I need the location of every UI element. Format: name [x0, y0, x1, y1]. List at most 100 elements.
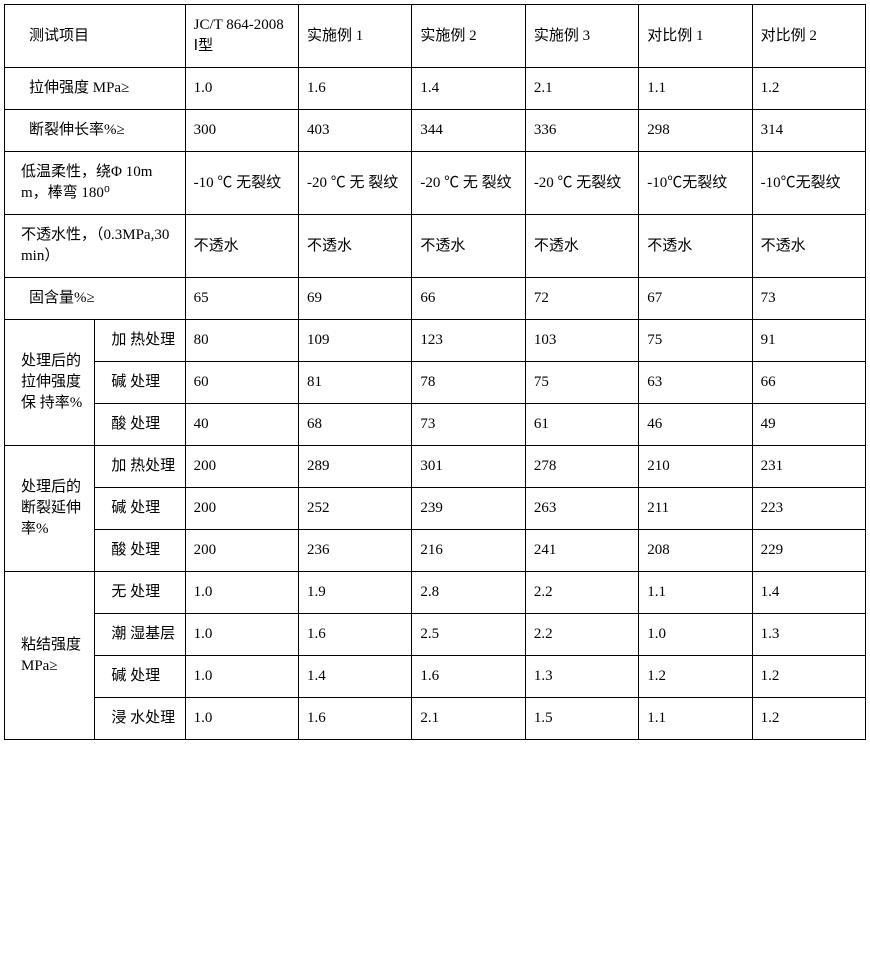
table-row: 处理后的拉伸强度 保 持率% 加 热处理 80 109 123 103 75 9…	[5, 320, 866, 362]
cell: 200	[185, 488, 298, 530]
cell: 236	[299, 530, 412, 572]
cell: 65	[185, 278, 298, 320]
cell: 不透水	[639, 215, 752, 278]
cell: 61	[525, 404, 638, 446]
cell: 211	[639, 488, 752, 530]
table-row: 潮 湿基层 1.0 1.6 2.5 2.2 1.0 1.3	[5, 614, 866, 656]
cell: 252	[299, 488, 412, 530]
cell: 208	[639, 530, 752, 572]
cell: 72	[525, 278, 638, 320]
cell: 1.0	[639, 614, 752, 656]
cell: 2.5	[412, 614, 525, 656]
cell: 103	[525, 320, 638, 362]
cell: 不透水	[185, 215, 298, 278]
sub-label: 潮 湿基层	[95, 614, 185, 656]
sub-label: 浸 水处理	[95, 698, 185, 740]
sub-label: 碱 处理	[95, 488, 185, 530]
table-row: 不透水性，（0.3MPa,30min） 不透水 不透水 不透水 不透水 不透水 …	[5, 215, 866, 278]
cell: 200	[185, 530, 298, 572]
cell: 1.6	[299, 68, 412, 110]
cell: 91	[752, 320, 865, 362]
cell: 1.2	[639, 656, 752, 698]
cell: 2.1	[525, 68, 638, 110]
table-row: 固含量%≥ 65 69 66 72 67 73	[5, 278, 866, 320]
table-row: 拉伸强度 MPa≥ 1.0 1.6 1.4 2.1 1.1 1.2	[5, 68, 866, 110]
cell: 2.1	[412, 698, 525, 740]
sub-label: 无 处理	[95, 572, 185, 614]
cell: 241	[525, 530, 638, 572]
cell: 314	[752, 110, 865, 152]
sub-label: 碱 处理	[95, 362, 185, 404]
cell: 1.6	[299, 698, 412, 740]
cell: 216	[412, 530, 525, 572]
header-ex3: 实施例 3	[525, 5, 638, 68]
cell: -10℃无裂纹	[639, 152, 752, 215]
row-label: 低温柔性，绕Φ 10mm，棒弯 180⁰	[5, 152, 186, 215]
cell: 1.0	[185, 698, 298, 740]
cell: 66	[752, 362, 865, 404]
row-label: 拉伸强度 MPa≥	[5, 68, 186, 110]
cell: -10 ℃ 无裂纹	[185, 152, 298, 215]
cell: 1.2	[752, 68, 865, 110]
row-label: 固含量%≥	[5, 278, 186, 320]
cell: 75	[639, 320, 752, 362]
cell: 1.1	[639, 698, 752, 740]
header-test-item: 测试项目	[5, 5, 186, 68]
cell: 263	[525, 488, 638, 530]
cell: -20 ℃ 无裂纹	[525, 152, 638, 215]
cell: 1.1	[639, 68, 752, 110]
cell: 1.2	[752, 698, 865, 740]
sub-label: 碱 处理	[95, 656, 185, 698]
table-row: 粘结强度 MPa≥ 无 处理 1.0 1.9 2.8 2.2 1.1 1.4	[5, 572, 866, 614]
row-label: 不透水性，（0.3MPa,30min）	[5, 215, 186, 278]
cell: 73	[752, 278, 865, 320]
cell: 1.2	[752, 656, 865, 698]
sub-label: 酸 处理	[95, 404, 185, 446]
table-row: 低温柔性，绕Φ 10mm，棒弯 180⁰ -10 ℃ 无裂纹 -20 ℃ 无 裂…	[5, 152, 866, 215]
cell: 1.0	[185, 68, 298, 110]
cell: 1.9	[299, 572, 412, 614]
cell: 278	[525, 446, 638, 488]
table-row: 浸 水处理 1.0 1.6 2.1 1.5 1.1 1.2	[5, 698, 866, 740]
cell: 1.5	[525, 698, 638, 740]
cell: 不透水	[299, 215, 412, 278]
cell: 75	[525, 362, 638, 404]
cell: 298	[639, 110, 752, 152]
table-row: 碱 处理 60 81 78 75 63 66	[5, 362, 866, 404]
cell: 1.3	[752, 614, 865, 656]
table-row: 酸 处理 40 68 73 61 46 49	[5, 404, 866, 446]
cell: 239	[412, 488, 525, 530]
cell: 不透水	[525, 215, 638, 278]
cell: 223	[752, 488, 865, 530]
header-ex2: 实施例 2	[412, 5, 525, 68]
cell: 1.6	[299, 614, 412, 656]
sub-label: 加 热处理	[95, 446, 185, 488]
cell: 不透水	[752, 215, 865, 278]
cell: 69	[299, 278, 412, 320]
cell: 123	[412, 320, 525, 362]
cell: 1.4	[299, 656, 412, 698]
cell: 46	[639, 404, 752, 446]
cell: 1.0	[185, 656, 298, 698]
cell: 109	[299, 320, 412, 362]
cell: 1.6	[412, 656, 525, 698]
cell: 200	[185, 446, 298, 488]
cell: 1.0	[185, 572, 298, 614]
table-row: 处理后的断裂延伸率% 加 热处理 200 289 301 278 210 231	[5, 446, 866, 488]
cell: 1.4	[412, 68, 525, 110]
cell: 1.4	[752, 572, 865, 614]
cell: 2.8	[412, 572, 525, 614]
cell: 336	[525, 110, 638, 152]
cell: 1.3	[525, 656, 638, 698]
cell: 344	[412, 110, 525, 152]
cell: -20 ℃ 无 裂纹	[299, 152, 412, 215]
table-row: 碱 处理 1.0 1.4 1.6 1.3 1.2 1.2	[5, 656, 866, 698]
table-row: 酸 处理 200 236 216 241 208 229	[5, 530, 866, 572]
cell: 403	[299, 110, 412, 152]
cell: 66	[412, 278, 525, 320]
cell: 289	[299, 446, 412, 488]
group-label-tensile-retention: 处理后的拉伸强度 保 持率%	[5, 320, 95, 446]
cell: 68	[299, 404, 412, 446]
cell: 73	[412, 404, 525, 446]
cell: 300	[185, 110, 298, 152]
